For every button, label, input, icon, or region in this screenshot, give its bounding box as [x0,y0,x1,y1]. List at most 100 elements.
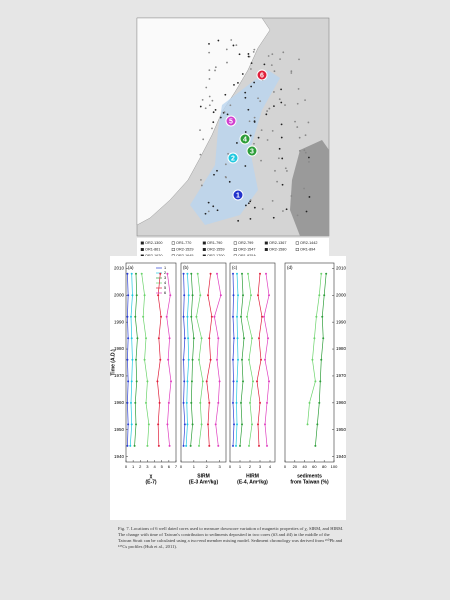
station [244,91,247,94]
x-tick-label: 3 [259,464,262,469]
data-point [158,401,161,404]
x-axis-label: (E-3 Am²/kg) [189,479,219,485]
station [216,209,219,212]
site-marker [225,115,237,127]
station [200,179,202,181]
data-point [210,315,213,318]
station [296,102,299,105]
site-label: 6 [260,72,264,79]
data-point [134,315,137,318]
station [247,55,250,58]
station [216,169,218,172]
station [308,160,310,163]
station [199,105,202,108]
y-tick-label: 2010 [114,266,125,271]
data-point [268,294,270,297]
site-label: 5 [229,118,233,125]
data-point [236,272,238,275]
legend-label: OR2-1529 [176,248,194,252]
station [284,167,287,170]
data-point [126,272,129,275]
station [212,111,215,114]
data-point [159,358,162,361]
station [274,169,276,172]
y-tick-label: 2000 [336,292,347,297]
station [286,170,288,172]
data-point [183,337,186,340]
station [278,98,281,101]
station [290,195,293,197]
data-point [242,294,244,297]
station [201,98,204,101]
map-legend-box [137,238,329,260]
data-point [127,423,130,426]
y-tick-label: 1980 [114,346,125,351]
station [296,214,299,217]
x-tick-label: 3 [218,464,221,469]
x-axis-label: (E-7) [145,479,156,485]
data-point [209,272,212,275]
panel-label: (a) [128,265,134,270]
data-point [213,315,216,318]
station [224,93,227,96]
station [305,210,308,213]
x-tick-label: 80 [322,464,327,469]
data-point [237,294,239,297]
data-point [233,337,235,340]
data-point [182,315,185,318]
x-tick-label: 0 [125,464,128,469]
data-point [207,294,209,297]
data-point [159,272,162,275]
x-tick-label: 4 [153,464,156,469]
station [294,120,296,123]
data-point [232,358,234,361]
data-point [266,444,268,447]
station [307,121,310,124]
station [250,62,253,65]
station [238,53,241,56]
station [284,104,286,106]
station [200,184,203,187]
data-point [157,337,160,340]
station [219,116,222,119]
data-point [259,401,261,404]
legend-label: 6 [164,291,166,295]
legend-symbol [171,247,175,251]
station [260,129,263,132]
station [277,157,280,160]
data-point [200,337,203,340]
data-point [314,444,317,447]
station [271,199,274,202]
station [280,136,283,139]
data-point [236,315,238,318]
data-point [145,401,147,404]
data-point [133,444,136,447]
x-tick-label: 3 [146,464,149,469]
data-point [241,358,243,361]
station [214,108,217,111]
y-tick-label: 1990 [114,319,125,324]
station [214,69,216,72]
data-point [134,401,137,404]
data-point [216,272,218,275]
station [280,88,282,91]
data-point [130,337,133,340]
data-point [236,423,238,426]
station [272,216,275,219]
data-point [195,315,198,318]
data-point [250,294,252,297]
data-point [165,315,168,318]
station [298,136,301,139]
data-point [130,315,132,318]
station [253,121,256,123]
data-point [258,337,260,340]
legend-label: OR2-799 [238,241,253,245]
data-point [313,337,316,340]
station [304,151,307,154]
data-point [189,444,192,447]
data-point [183,294,186,297]
station [261,208,264,210]
station [257,97,259,100]
data-point [136,337,139,340]
